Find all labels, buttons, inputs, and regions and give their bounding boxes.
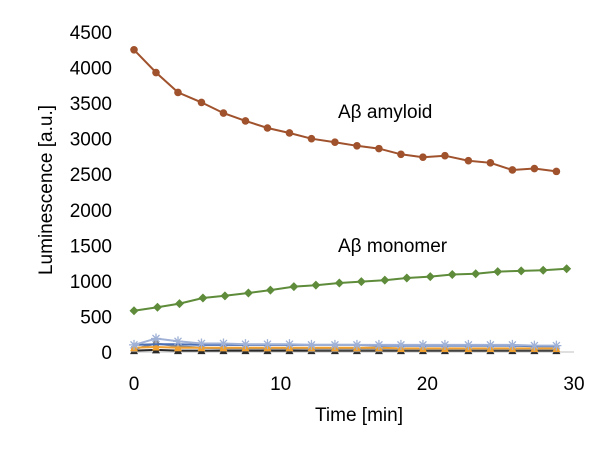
series-line: [133, 267, 567, 312]
data-point: [152, 68, 160, 77]
data-point: [397, 150, 405, 159]
series-2: [129, 333, 562, 351]
data-point: [441, 151, 449, 160]
data-point: [220, 291, 230, 301]
data-point: [356, 277, 366, 287]
data-point: [464, 156, 473, 165]
data-point: [152, 343, 160, 351]
data-point: [152, 302, 162, 312]
annotation-amyloid: Aβ amyloid: [338, 102, 432, 123]
y-tick-label: 500: [80, 307, 112, 328]
data-point: [551, 340, 562, 351]
data-point: [129, 306, 139, 316]
series-0: [130, 45, 561, 176]
data-point: [351, 339, 362, 350]
y-tick-label: 0: [101, 343, 112, 364]
y-tick-label: 4500: [70, 23, 112, 44]
y-tick-label: 4000: [70, 59, 112, 80]
series-line: [133, 348, 557, 352]
data-point: [538, 265, 548, 275]
data-point: [439, 339, 450, 350]
y-tick-label: 2000: [70, 201, 112, 222]
data-point: [395, 339, 406, 350]
data-point: [463, 339, 474, 350]
y-tick-label: 2500: [70, 165, 112, 186]
series-1: [129, 264, 572, 316]
series-group: [129, 45, 572, 355]
data-point: [471, 269, 481, 279]
data-point: [240, 339, 251, 350]
data-point: [311, 280, 321, 290]
x-tick-label: 0: [129, 374, 140, 395]
data-point: [552, 167, 561, 176]
y-axis-title: Luminescence [a.u.]: [36, 105, 57, 275]
data-point: [174, 343, 182, 352]
data-point: [151, 333, 161, 344]
labels: Time [min] Luminescence [a.u.] Aβ amyloi…: [36, 102, 448, 426]
data-point: [174, 299, 184, 309]
data-point: [289, 282, 299, 292]
data-point: [263, 124, 272, 132]
data-point: [486, 159, 495, 167]
data-point: [241, 117, 250, 125]
data-point: [334, 278, 344, 288]
data-point: [129, 339, 139, 350]
data-point: [417, 339, 428, 350]
data-point: [562, 264, 572, 274]
data-point: [285, 129, 294, 137]
series-line: [133, 345, 557, 350]
data-point: [218, 338, 229, 349]
data-point: [507, 339, 518, 350]
data-point: [130, 45, 138, 54]
data-point: [508, 166, 517, 174]
data-point: [485, 339, 496, 350]
data-point: [243, 288, 253, 298]
y-tick-label: 3500: [70, 94, 112, 115]
data-point: [262, 339, 273, 350]
data-point: [174, 88, 182, 97]
x-axis-title: Time [min]: [315, 405, 403, 426]
data-point: [529, 340, 540, 351]
data-point: [331, 138, 339, 147]
data-point: [307, 134, 316, 143]
data-point: [373, 339, 384, 350]
x-tick-label: 10: [270, 374, 291, 395]
data-point: [530, 164, 539, 173]
data-point: [197, 98, 206, 107]
annotation-monomer: Aβ monomer: [338, 236, 448, 257]
data-point: [284, 339, 295, 350]
y-tick-label: 1000: [70, 272, 112, 293]
y-tick-label: 3000: [70, 130, 112, 151]
x-tick-label: 20: [417, 374, 438, 395]
data-point: [196, 338, 207, 349]
axes: 0 500 1000 1500 2000 2500 3000 3500 4000 4500 0 10 2…: [70, 23, 585, 395]
data-point: [425, 272, 435, 282]
data-point: [265, 285, 275, 295]
data-point: [402, 273, 412, 283]
data-point: [380, 275, 390, 285]
data-point: [219, 109, 228, 117]
data-point: [447, 269, 457, 279]
data-point: [173, 336, 183, 347]
data-point: [198, 293, 208, 303]
data-point: [419, 153, 427, 161]
data-point: [353, 141, 361, 150]
y-tick-label: 1500: [70, 236, 112, 257]
data-point: [375, 144, 383, 153]
x-tick-label: 30: [563, 374, 584, 395]
data-point: [306, 339, 317, 350]
data-point: [493, 267, 503, 277]
data-point: [329, 339, 340, 350]
data-point: [516, 266, 526, 276]
